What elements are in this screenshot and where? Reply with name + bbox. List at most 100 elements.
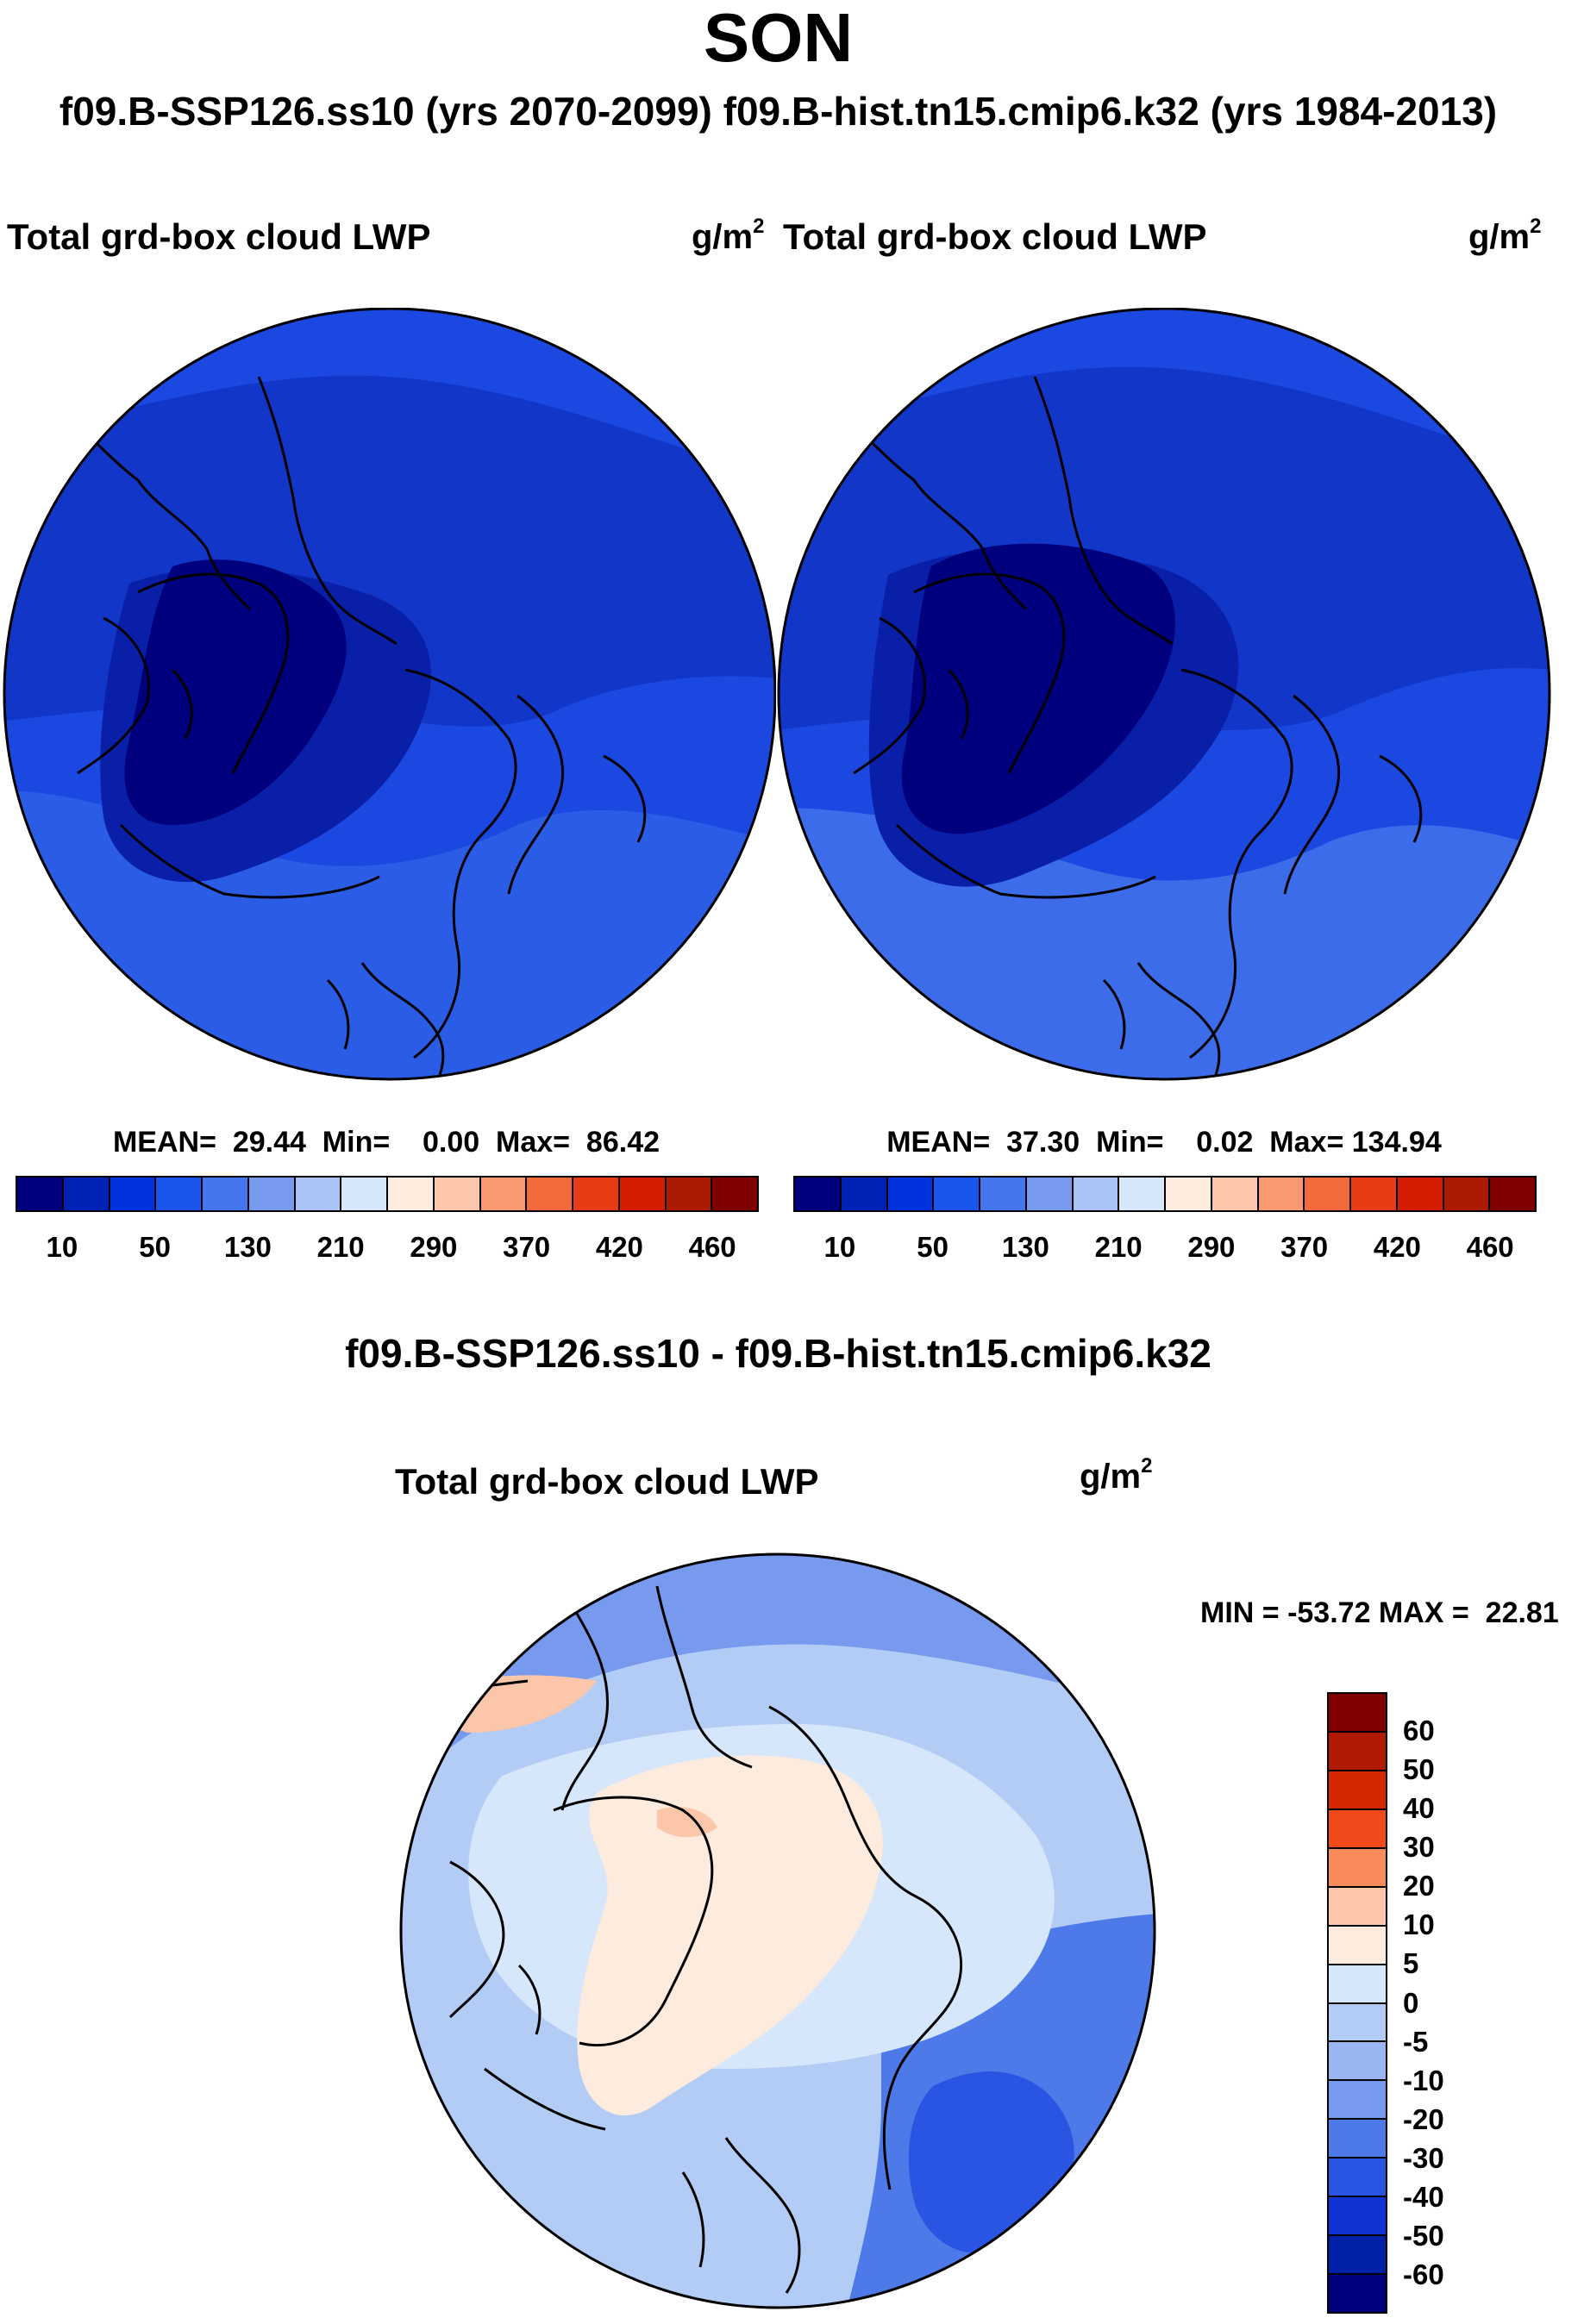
colorbar-swatch bbox=[203, 1178, 249, 1210]
colorbar-swatch bbox=[156, 1178, 203, 1210]
colorbar-swatch bbox=[1329, 1809, 1386, 1849]
colorbar-swatch bbox=[17, 1178, 64, 1210]
colorbar-tick-label: 370 bbox=[503, 1231, 551, 1263]
colorbar-swatch bbox=[1329, 2197, 1386, 2237]
colorbar-swatch bbox=[1329, 2081, 1386, 2121]
colorbar-tick-label: -10 bbox=[1403, 2064, 1444, 2096]
colorbar-tick-label: 210 bbox=[1094, 1231, 1143, 1263]
colorbar-tick-label: -60 bbox=[1403, 2258, 1444, 2290]
right-panel-variable-label: Total grd-box cloud LWP bbox=[783, 216, 1207, 257]
coastline-greenland bbox=[553, 1796, 714, 2047]
colorbar-swatch bbox=[341, 1178, 388, 1210]
difference-minmax: MIN = -53.72 MAX = 22.81 bbox=[1200, 1596, 1559, 1629]
colorbar-tick-label: 130 bbox=[1001, 1231, 1049, 1263]
colorbar-swatch bbox=[1305, 1178, 1351, 1210]
colorbar-swatch bbox=[434, 1178, 481, 1210]
colorbar-swatch bbox=[712, 1178, 757, 1210]
colorbar-swatch bbox=[934, 1178, 980, 1210]
coastline-eurasia bbox=[768, 1705, 963, 2190]
diff-deep-blue bbox=[908, 2071, 1074, 2254]
colorbar-swatch bbox=[1258, 1178, 1305, 1210]
colorbar-swatch bbox=[619, 1178, 667, 1210]
difference-units: g/m2 bbox=[1080, 1454, 1153, 1496]
colorbar-swatch bbox=[795, 1178, 842, 1210]
colorbar-swatch bbox=[388, 1178, 435, 1210]
coastline-canadian-archipelago bbox=[77, 616, 380, 899]
left-colorbar-ticks: 10 50 130 210 290 370 420 460 bbox=[16, 1231, 759, 1265]
colorbar-swatch bbox=[1329, 1771, 1386, 1810]
colorbar-swatch bbox=[1073, 1178, 1120, 1210]
colorbar-swatch bbox=[1443, 1178, 1491, 1210]
colorbar-tick-label: 50 bbox=[1403, 1753, 1435, 1786]
right-panel-stats: MEAN= 37.30 Min= 0.02 Max= 134.94 bbox=[886, 1126, 1442, 1159]
colorbar-tick-label: -20 bbox=[1403, 2102, 1444, 2135]
colorbar-tick-label: 290 bbox=[410, 1231, 458, 1263]
colorbar-swatch bbox=[1329, 2003, 1386, 2043]
colorbar-tick-label: 290 bbox=[1187, 1231, 1236, 1263]
colorbar-swatch bbox=[1026, 1178, 1074, 1210]
difference-colorbar bbox=[1327, 1692, 1387, 2314]
coastline-canadian-archipelago bbox=[853, 616, 1156, 899]
colorbar-tick-label: 10 bbox=[823, 1231, 856, 1263]
left-panel-units: g/m2 bbox=[692, 215, 765, 257]
coastline-eurasia bbox=[1180, 668, 1423, 1059]
colorbar-swatch bbox=[1329, 2236, 1386, 2276]
colorbar-tick-label: 5 bbox=[1403, 1947, 1419, 1980]
colorbar-swatch bbox=[841, 1178, 888, 1210]
diff-positive-center bbox=[577, 1755, 883, 2116]
colorbar-tick-label: 40 bbox=[1403, 1792, 1435, 1825]
left-panel-stats: MEAN= 29.44 Min= 0.00 Max= 86.42 bbox=[112, 1126, 661, 1159]
figure-subtitle: f09.B-SSP126.ss10 (yrs 2070-2099) f09.B-… bbox=[59, 89, 1498, 134]
colorbar-swatch bbox=[1397, 1178, 1444, 1210]
colorbar-tick-label: 130 bbox=[223, 1231, 272, 1263]
coastline-greenland bbox=[913, 572, 1066, 774]
right-colorbar bbox=[793, 1176, 1537, 1212]
colorbar-swatch bbox=[1490, 1178, 1535, 1210]
right-polar-map bbox=[777, 308, 1551, 1081]
colorbar-swatch bbox=[1329, 2120, 1386, 2159]
colorbar-swatch bbox=[1329, 1965, 1386, 2004]
map-boundary-circle bbox=[3, 308, 776, 1081]
colorbar-tick-label: 10 bbox=[46, 1231, 78, 1263]
colorbar-swatch bbox=[666, 1178, 713, 1210]
colorbar-tick-label: 50 bbox=[139, 1231, 171, 1263]
colorbar-tick-label: 0 bbox=[1403, 1986, 1419, 2019]
colorbar-swatch bbox=[110, 1178, 157, 1210]
colorbar-swatch bbox=[295, 1178, 342, 1210]
coastline-eurasia bbox=[404, 668, 647, 1059]
diff-outer-blue bbox=[401, 1554, 1155, 1793]
coastline-canadian-archipelago bbox=[448, 1860, 606, 2131]
right-panel-units: g/m2 bbox=[1468, 215, 1542, 257]
colorbar-swatch bbox=[1166, 1178, 1212, 1210]
coastline-scandinavia bbox=[1102, 962, 1221, 1076]
colorbar-swatch bbox=[527, 1178, 573, 1210]
colorbar-swatch bbox=[887, 1178, 935, 1210]
colorbar-swatch bbox=[1329, 1887, 1386, 1927]
coastline-greenland bbox=[137, 572, 290, 774]
colorbar-swatch bbox=[1119, 1178, 1166, 1210]
map-deep-core bbox=[124, 559, 347, 825]
colorbar-swatch bbox=[1329, 2042, 1386, 2082]
colorbar-tick-label: 60 bbox=[1403, 1715, 1435, 1747]
map-deep-core bbox=[901, 543, 1175, 834]
right-colorbar-ticks: 10 50 130 210 290 370 420 460 bbox=[793, 1231, 1537, 1265]
colorbar-tick-label: 420 bbox=[1373, 1231, 1421, 1263]
coastline-scandinavia bbox=[681, 2137, 801, 2294]
colorbar-tick-label: 30 bbox=[1403, 1831, 1435, 1864]
colorbar-swatch bbox=[1329, 1848, 1386, 1888]
figure-title: SON bbox=[703, 0, 854, 76]
colorbar-tick-label: -40 bbox=[1403, 2180, 1444, 2213]
colorbar-swatch bbox=[1329, 1732, 1386, 1771]
coastline-scandinavia bbox=[326, 962, 445, 1076]
colorbar-swatch bbox=[248, 1178, 296, 1210]
colorbar-tick-label: 420 bbox=[595, 1231, 643, 1263]
colorbar-swatch bbox=[1329, 2275, 1386, 2312]
colorbar-tick-label: 20 bbox=[1403, 1870, 1435, 1902]
colorbar-tick-label: -30 bbox=[1403, 2141, 1444, 2174]
colorbar-swatch bbox=[1351, 1178, 1398, 1210]
colorbar-swatch bbox=[63, 1178, 110, 1210]
difference-variable-label: Total grd-box cloud LWP bbox=[395, 1461, 819, 1502]
colorbar-tick-label: 210 bbox=[316, 1231, 365, 1263]
colorbar-tick-label: -5 bbox=[1403, 2025, 1429, 2058]
colorbar-tick-label: -50 bbox=[1403, 2219, 1444, 2252]
